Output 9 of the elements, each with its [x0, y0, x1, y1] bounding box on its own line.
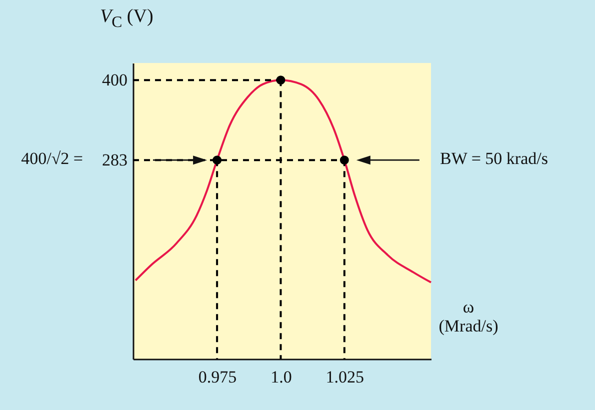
- text: 400/√2 =: [21, 149, 83, 169]
- y-axis-title: V$_{C}$ (V): [100, 6, 154, 32]
- y-tick-label: 283: [102, 150, 128, 170]
- y-tick-label: 400: [102, 70, 128, 90]
- text: BW = 50 krad/s: [440, 149, 548, 169]
- x-tick-label: 1.025: [326, 368, 364, 386]
- x-tick-label: 0.975: [198, 368, 237, 386]
- x-tick-label: 1.0: [270, 368, 292, 386]
- x-axis-title: ω (Mrad/s): [438, 298, 498, 336]
